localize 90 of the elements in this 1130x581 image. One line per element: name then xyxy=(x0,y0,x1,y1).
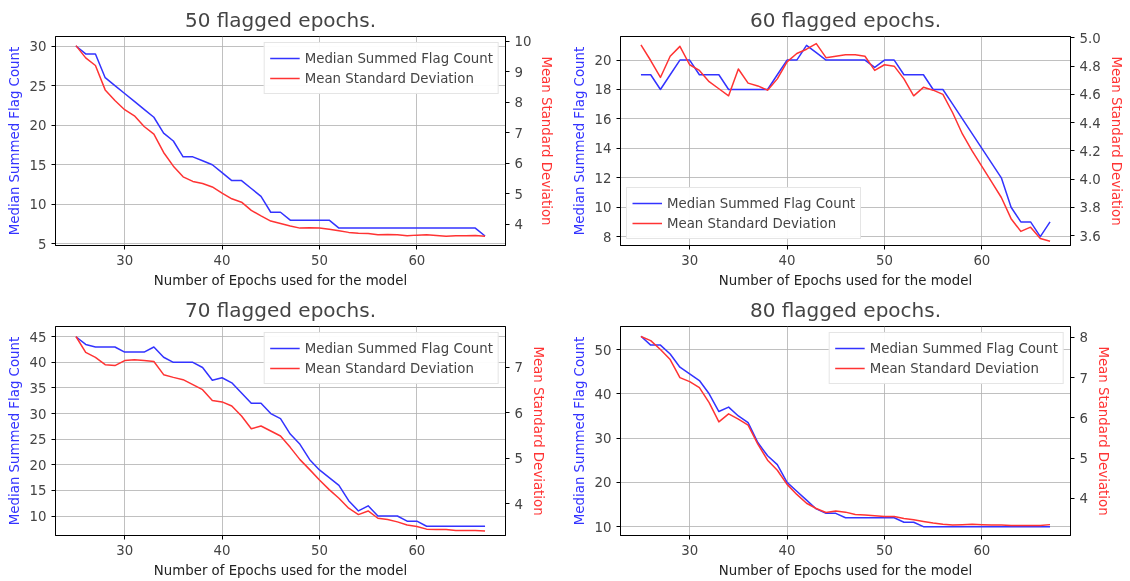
y2-tick-label: 4.2 xyxy=(1079,143,1101,159)
x-tick-label: 40 xyxy=(213,252,231,268)
x-tick-label: 60 xyxy=(973,542,991,558)
y-axis-title: Median Summed Flag Count xyxy=(571,46,587,236)
y-tick-label: 15 xyxy=(29,157,47,173)
y-tick-label: 20 xyxy=(29,457,47,473)
y-tick-label: 50 xyxy=(594,342,612,358)
y-tick-label: 20 xyxy=(594,53,612,69)
chart-title: 60 flagged epochs. xyxy=(749,7,942,32)
x-axis-title: Number of Epochs used for the model xyxy=(718,562,973,578)
y-tick-label: 30 xyxy=(29,406,47,422)
y2-tick-label: 5.0 xyxy=(1079,30,1101,46)
y-tick-label: 30 xyxy=(594,431,612,447)
x-axis-title: Number of Epochs used for the model xyxy=(153,272,408,288)
legend-label: Mean Standard Deviation xyxy=(304,360,474,376)
x-tick-label: 30 xyxy=(681,542,699,558)
y-tick-label: 30 xyxy=(29,39,47,54)
legend-label: Median Summed Flag Count xyxy=(304,340,493,356)
x-tick-label: 60 xyxy=(408,252,426,268)
y-tick-label: 25 xyxy=(29,432,47,448)
y-tick-label: 10 xyxy=(29,509,47,525)
y2-tick-label: 6 xyxy=(514,405,523,421)
y-tick-label: 40 xyxy=(29,355,47,371)
legend-label: Median Summed Flag Count xyxy=(869,340,1058,356)
y2-axis-title: Mean Standard Deviation xyxy=(1095,346,1111,516)
x-tick-label: 50 xyxy=(310,252,328,268)
y-axis-title: Median Summed Flag Count xyxy=(6,336,22,526)
y2-tick-label: 4.0 xyxy=(1079,172,1101,188)
legend-label: Mean Standard Deviation xyxy=(667,215,837,231)
y-tick-label: 14 xyxy=(594,141,612,157)
x-tick-label: 60 xyxy=(973,252,991,268)
y2-axis-title: Mean Standard Deviation xyxy=(530,346,546,516)
y2-tick-label: 4 xyxy=(514,217,523,233)
y-tick-label: 12 xyxy=(594,170,612,186)
y-tick-label: 20 xyxy=(594,475,612,491)
y2-tick-label: 5 xyxy=(514,451,523,467)
chart-title: 80 flagged epochs. xyxy=(749,297,942,322)
x-tick-label: 30 xyxy=(116,542,134,558)
legend-label: Mean Standard Deviation xyxy=(304,70,474,86)
y-tick-label: 40 xyxy=(594,386,612,402)
y-tick-label: 18 xyxy=(594,82,612,98)
x-axis-title: Number of Epochs used for the model xyxy=(153,562,408,578)
y-tick-label: 25 xyxy=(29,78,47,94)
y2-axis-title: Mean Standard Deviation xyxy=(1108,56,1124,226)
x-tick-label: 50 xyxy=(875,542,893,558)
y-tick-label: 15 xyxy=(29,483,47,499)
y2-tick-label: 3.8 xyxy=(1079,200,1101,216)
y-axis-title: Median Summed Flag Count xyxy=(6,46,22,236)
y2-tick-label: 4.8 xyxy=(1079,59,1101,75)
y2-tick-label: 8 xyxy=(514,95,523,111)
x-tick-label: 30 xyxy=(116,252,134,268)
chart-title: 70 flagged epochs. xyxy=(184,297,377,322)
x-tick-label: 60 xyxy=(408,542,426,558)
x-tick-label: 40 xyxy=(778,542,796,558)
y2-tick-label: 5 xyxy=(1079,451,1088,467)
x-tick-label: 50 xyxy=(310,542,328,558)
y2-tick-label: 5 xyxy=(514,186,523,202)
y-tick-label: 10 xyxy=(29,197,47,213)
y-axis-title: Median Summed Flag Count xyxy=(571,336,587,526)
y2-axis-title: Mean Standard Deviation xyxy=(539,56,555,226)
y2-tick-label: 6 xyxy=(1079,410,1088,426)
y-tick-label: 5 xyxy=(38,236,47,252)
x-tick-label: 40 xyxy=(778,252,796,268)
chart-title: 50 flagged epochs. xyxy=(184,7,377,32)
y2-tick-label: 7 xyxy=(1079,370,1088,386)
y2-tick-label: 4.6 xyxy=(1079,87,1101,103)
y2-tick-label: 9 xyxy=(514,64,523,80)
y-tick-label: 10 xyxy=(594,519,612,535)
legend-label: Median Summed Flag Count xyxy=(304,50,493,66)
y-tick-label: 20 xyxy=(29,118,47,134)
legend-label: Mean Standard Deviation xyxy=(869,360,1039,376)
y2-tick-label: 7 xyxy=(514,125,523,141)
y-tick-label: 10 xyxy=(594,200,612,216)
y2-tick-label: 6 xyxy=(514,156,523,172)
y-tick-label: 16 xyxy=(594,111,612,127)
y2-tick-label: 10 xyxy=(514,34,532,50)
legend-label: Median Summed Flag Count xyxy=(667,195,856,211)
y2-tick-label: 7 xyxy=(514,360,523,376)
y2-tick-label: 4.4 xyxy=(1079,115,1101,131)
x-axis-title: Number of Epochs used for the model xyxy=(718,272,973,288)
y-tick-label: 35 xyxy=(29,380,47,396)
x-tick-label: 40 xyxy=(213,542,231,558)
x-tick-label: 30 xyxy=(681,252,699,268)
y2-tick-label: 3.6 xyxy=(1079,228,1101,244)
y2-tick-label: 8 xyxy=(1079,330,1088,346)
y-tick-label: 8 xyxy=(603,229,612,245)
y2-tick-label: 4 xyxy=(1079,491,1088,507)
y2-tick-label: 4 xyxy=(514,496,523,512)
y-tick-label: 45 xyxy=(29,329,47,345)
x-tick-label: 50 xyxy=(875,252,893,268)
